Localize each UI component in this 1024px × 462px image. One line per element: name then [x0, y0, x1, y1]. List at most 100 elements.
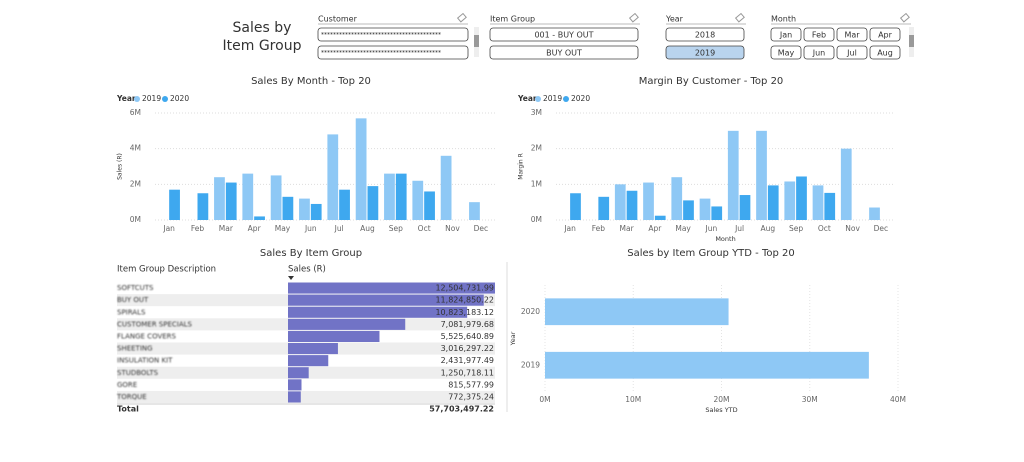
x-tick-label: 0M [539, 395, 550, 404]
bar [242, 173, 254, 220]
eraser-icon[interactable] [456, 12, 467, 23]
chart-title: Sales by Item Group YTD - Top 20 [627, 248, 794, 259]
data-bar [288, 330, 380, 342]
y-tick-label: 2M [130, 179, 141, 188]
slicer-item-label[interactable]: **************************************** [321, 50, 441, 57]
slicer-item[interactable] [665, 27, 745, 42]
row-value: 1,250,718.11 [441, 368, 494, 377]
bar [545, 351, 869, 379]
scrollbar-thumb[interactable] [474, 35, 479, 47]
bar [796, 176, 807, 220]
row-label: SHEETING [117, 345, 153, 353]
legend-title: Year [517, 94, 537, 103]
slicer-item-label[interactable]: Aug [877, 49, 893, 58]
slicer-item[interactable] [803, 27, 835, 42]
page-title: Sales by Item Group [223, 20, 302, 54]
eraser-icon[interactable] [899, 12, 910, 23]
x-tick-label: 40M [890, 395, 906, 404]
bar [727, 130, 739, 220]
slicer-item[interactable] [869, 27, 901, 42]
y-tick-label: 4M [130, 144, 141, 153]
slicer-item[interactable] [665, 45, 745, 60]
slicer-item[interactable] [317, 45, 469, 60]
row-label: GORE [117, 381, 137, 389]
x-tick-label: May [675, 224, 691, 233]
bar [756, 130, 767, 220]
x-tick-label: Jan [563, 224, 576, 233]
row-label: BUY OUT [117, 296, 149, 304]
x-tick-label: Apr [648, 224, 662, 233]
slicer-label: Month [771, 15, 796, 24]
y-tick-label: 2019 [521, 360, 540, 369]
data-bar [288, 391, 301, 403]
legend-label: 2019 [142, 94, 161, 103]
bar [784, 181, 796, 220]
x-tick-label: Jun [705, 224, 718, 233]
x-tick-label: Nov [845, 224, 860, 233]
column-header: Item Group Description [117, 265, 216, 275]
bar [299, 198, 310, 220]
slicer-item-label[interactable]: **************************************** [321, 32, 441, 39]
slicer-label: Item Group [490, 15, 535, 24]
slicer-item[interactable] [803, 45, 835, 60]
slicer-item-label[interactable]: 001 - BUY OUT [534, 31, 593, 40]
bar [683, 200, 694, 220]
legend-label: 2020 [170, 94, 189, 103]
data-bar [288, 355, 329, 367]
slicer-item-label[interactable]: Jul [846, 49, 857, 58]
slicer-item-label[interactable]: Mar [844, 31, 860, 40]
slicer-item[interactable] [836, 27, 868, 42]
row-label: SPIRALS [117, 308, 146, 316]
bar [869, 207, 880, 220]
bar [643, 182, 654, 220]
row-label: SOFTCUTS [117, 284, 154, 292]
y-tick-label: 3M [531, 108, 542, 117]
bar [214, 177, 225, 220]
bar [699, 198, 711, 220]
eraser-icon[interactable] [734, 12, 745, 23]
x-tick-label: Aug [761, 224, 776, 233]
x-tick-label: Jul [734, 224, 744, 233]
row-background [117, 390, 495, 403]
slicer-item-label[interactable]: Jun [812, 49, 826, 58]
x-tick-label: Feb [191, 224, 205, 233]
slicer-item[interactable] [489, 45, 639, 60]
row-value: 5,525,640.89 [441, 332, 494, 341]
row-label: CUSTOMER SPECIALS [117, 320, 193, 328]
row-value: 10,823,183.12 [435, 308, 494, 317]
x-tick-label: 20M [713, 395, 729, 404]
slicer-item-label[interactable]: BUY OUT [546, 49, 582, 58]
row-value: 7,081,979.68 [441, 320, 494, 329]
slicer-item-label[interactable]: 2018 [695, 31, 715, 40]
x-tick-label: Feb [592, 224, 606, 233]
slicer-item[interactable] [770, 45, 802, 60]
x-axis-label: Month [715, 235, 735, 243]
total-label: Total [117, 405, 139, 414]
slicer-item[interactable] [489, 27, 639, 42]
bar [654, 215, 666, 220]
x-tick-label: Dec [474, 224, 489, 233]
scrollbar-thumb[interactable] [909, 35, 914, 47]
slicer-item[interactable] [770, 27, 802, 42]
slicer-item-label[interactable]: Jan [779, 31, 792, 40]
slicer-item[interactable] [836, 45, 868, 60]
slicer-item-label[interactable]: May [778, 49, 795, 58]
slicer-item-label[interactable]: Feb [812, 31, 826, 40]
slicer-item-label[interactable]: 2019 [695, 49, 715, 58]
slicer-item-label[interactable]: Apr [878, 31, 893, 40]
x-tick-label: Apr [248, 224, 262, 233]
chart-title: Margin By Customer - Top 20 [639, 76, 784, 87]
legend-label: 2020 [571, 94, 590, 103]
total-value: 57,703,497.22 [429, 405, 494, 414]
eraser-icon[interactable] [628, 12, 639, 23]
bar [225, 182, 237, 220]
row-value: 815,577.99 [448, 380, 494, 389]
slicer-item[interactable] [317, 27, 469, 42]
legend-marker [563, 96, 569, 102]
table-title: Sales By Item Group [260, 248, 362, 259]
sort-arrow[interactable] [288, 276, 294, 280]
slicer-item[interactable] [869, 45, 901, 60]
slicer-label: Year [665, 15, 684, 24]
x-tick-label: May [275, 224, 291, 233]
